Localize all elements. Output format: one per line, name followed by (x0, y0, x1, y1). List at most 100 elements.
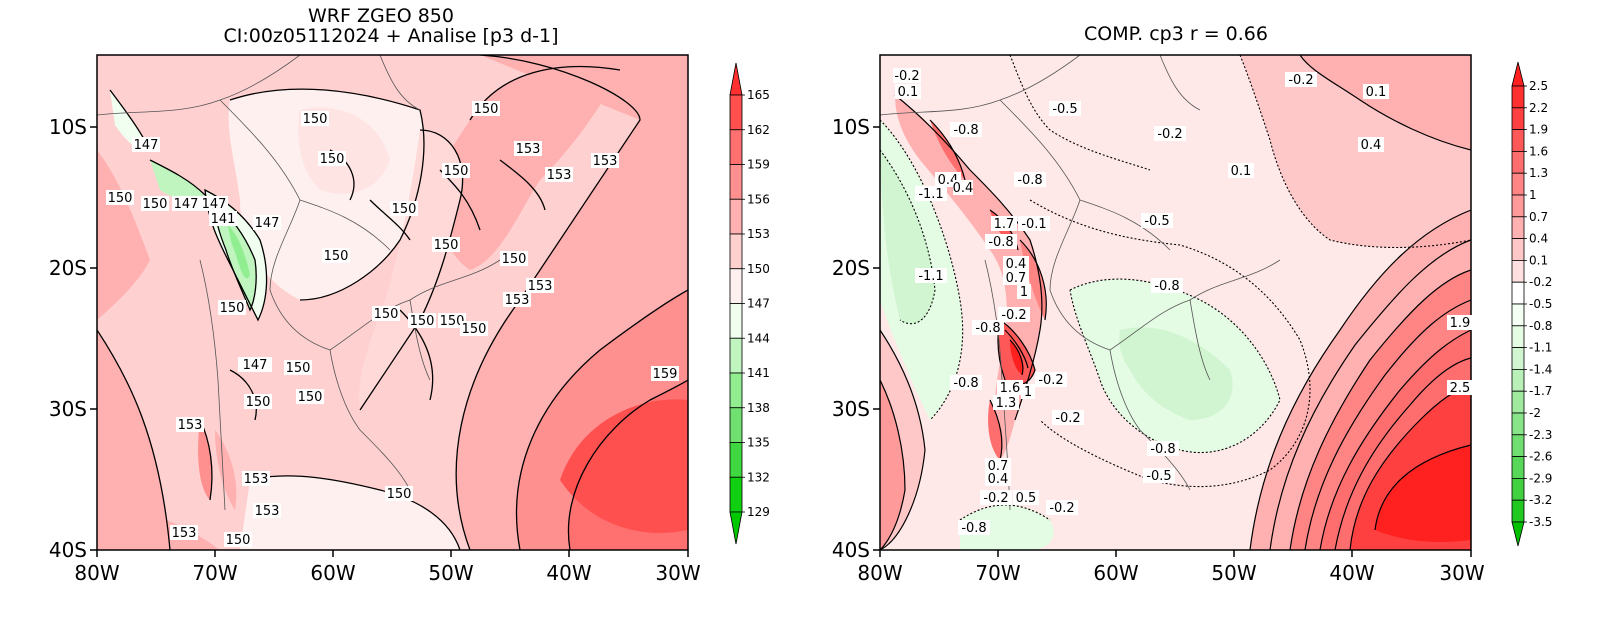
contour-label: 153 (242, 471, 270, 487)
right-colorbar-box (1511, 303, 1525, 327)
lon-tick-label: 40W (546, 561, 591, 585)
svg-text:2.5: 2.5 (1450, 381, 1471, 396)
left-colorbar-box (729, 198, 743, 235)
contour-label: 0.4 (985, 471, 1011, 487)
right-colorbar-box (1511, 172, 1525, 196)
right-colorbar-box (1511, 456, 1525, 479)
left-map-borders (97, 55, 501, 511)
contour-label: 150 (432, 237, 460, 253)
svg-text:-0.8: -0.8 (953, 376, 978, 391)
right-colorbar-box (1511, 368, 1525, 392)
svg-text:0.5: 0.5 (1016, 491, 1037, 506)
contour-label: -0.2 (1052, 410, 1084, 426)
left-map-colorbar: 165 162 159 156 153 150 147 144 141 138 135 132 129 (729, 62, 770, 545)
left-colorbar-box (729, 442, 743, 478)
svg-text:150: 150 (444, 164, 469, 179)
right-colorbar-box (1511, 390, 1525, 414)
contour-label: 150 (385, 486, 413, 502)
contour-label: 147 (253, 215, 281, 231)
left-colorbar-box (729, 164, 743, 200)
right-map-colorbar: 2.5 2.2 1.9 1.6 1.3 1 0.7 0.4 0.1 -0.2 -0.5 -0.8 -1.… (1511, 61, 1552, 547)
right-colorbar-label: -1.7 (1529, 384, 1552, 398)
left-colorbar-box (729, 303, 743, 339)
contour-label: 0.4 (953, 180, 974, 196)
right-colorbar-box (1511, 499, 1525, 523)
right-colorbar-box (1511, 347, 1525, 370)
svg-text:150: 150 (440, 314, 465, 329)
contour-label: 150 (390, 201, 418, 217)
svg-text:153: 153 (505, 293, 530, 308)
right-colorbar-label: 1.6 (1529, 144, 1548, 158)
contour-label: 153 (545, 167, 573, 183)
contour-label: 0.1 (895, 84, 921, 100)
svg-text:0.4: 0.4 (1361, 138, 1382, 153)
svg-text:1: 1 (1020, 285, 1028, 300)
right-map-contour-labels: -0.2 0.1 -0.5 -0.2 0.1 -0.8 -0.2 0.4 0.4… (893, 68, 1473, 536)
left-colorbar-box (729, 94, 743, 131)
svg-text:153: 153 (178, 418, 203, 433)
svg-text:0.4: 0.4 (953, 181, 974, 196)
left-map-lon-axis: 80W 70W 60W 50W 40W 30W (74, 550, 701, 585)
contour-label: 0.5 (1013, 490, 1039, 506)
contour-label: 153 (514, 141, 542, 157)
right-colorbar-label: 1.9 (1529, 123, 1548, 137)
contour-label: 0.4 (1003, 256, 1029, 272)
svg-text:-0.2: -0.2 (1038, 373, 1063, 388)
contour-label: 147 (238, 357, 272, 373)
right-colorbar-box (1511, 107, 1525, 131)
svg-text:147: 147 (202, 197, 227, 212)
svg-text:0.1: 0.1 (1366, 85, 1387, 100)
contour-label: 153 (253, 503, 281, 519)
contour-label: 0.4 (1358, 137, 1384, 153)
right-map-frame (879, 54, 1472, 551)
left-colorbar-label: 147 (747, 297, 770, 311)
svg-text:1: 1 (1024, 385, 1032, 400)
lat-tick-label: 30S (832, 397, 870, 421)
right-map-panel: COMP. cp3 r = 0.66 (832, 23, 1553, 585)
right-colorbar-label: -3.5 (1529, 515, 1552, 529)
svg-text:147: 147 (174, 197, 199, 212)
svg-text:150: 150 (374, 307, 399, 322)
contour-label: 150 (500, 251, 528, 267)
contour-label: 150 (244, 394, 272, 410)
contour-label: -0.8 (950, 375, 982, 391)
right-colorbar-label: -1.1 (1529, 341, 1552, 355)
left-colorbar-label: 165 (747, 88, 770, 102)
contour-label: 150 (318, 151, 346, 167)
svg-text:150: 150 (324, 249, 349, 264)
lat-tick-label: 40S (49, 538, 87, 562)
right-colorbar-box (1511, 259, 1525, 283)
contour-label: 153 (176, 417, 204, 433)
lon-tick-label: 70W (192, 561, 237, 585)
right-map-lon-axis: 80W 70W 60W 50W 40W 30W (857, 550, 1485, 585)
svg-text:147: 147 (243, 358, 268, 373)
contour-label: 1 (1017, 284, 1031, 300)
left-map-lat-axis: 10S 20S 30S 40S (49, 115, 97, 562)
right-map-title: COMP. cp3 r = 0.66 (1084, 23, 1268, 45)
svg-text:-0.2: -0.2 (1157, 127, 1182, 142)
contour-label: 150 (224, 532, 252, 548)
left-map-title-line1: WRF ZGEO 850 (308, 5, 454, 27)
contour-label: 150 (141, 196, 169, 212)
lat-tick-label: 20S (49, 256, 87, 280)
right-map-lat-axis: 10S 20S 30S 40S (832, 115, 880, 562)
contour-label: 153 (591, 153, 619, 169)
contour-label: 147 (172, 196, 200, 212)
svg-text:-0.2: -0.2 (1001, 308, 1026, 323)
svg-text:153: 153 (593, 154, 618, 169)
svg-text:-0.8: -0.8 (1150, 442, 1175, 457)
svg-text:150: 150 (220, 301, 245, 316)
right-colorbar-label: 1.3 (1529, 166, 1548, 180)
svg-text:-0.2: -0.2 (1055, 411, 1080, 426)
left-colorbar-label: 144 (747, 331, 770, 345)
left-map-panel: WRF ZGEO 850 CI:00z05112024 + Analise [p… (49, 5, 770, 585)
lon-tick-label: 30W (1439, 561, 1484, 585)
contour-label: 0.7 (1003, 270, 1029, 286)
contour-label: 150 (438, 313, 466, 329)
contour-label: 147 (200, 196, 228, 212)
contour-label: -0.2 (998, 307, 1030, 323)
contour-label: 150 (301, 111, 329, 127)
lon-tick-label: 60W (310, 561, 355, 585)
right-colorbar-label: -0.2 (1529, 275, 1552, 289)
contour-label: -0.2 (1035, 372, 1067, 388)
